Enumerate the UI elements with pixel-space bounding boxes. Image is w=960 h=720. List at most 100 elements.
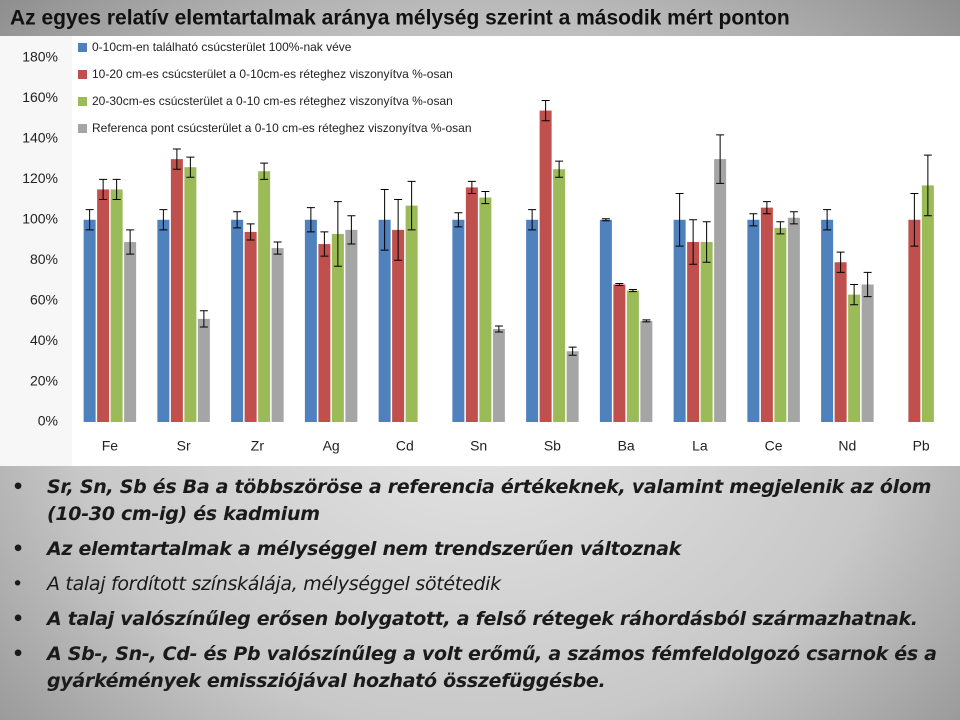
x-tick-label: Nd — [838, 438, 856, 454]
legend-swatch — [78, 97, 87, 106]
error-bar — [601, 218, 610, 222]
y-tick-label: 0% — [38, 413, 58, 429]
error-bar — [481, 190, 490, 205]
bullet-item: A talaj fordított színskálája, mélységge… — [12, 571, 947, 598]
legend-label: 0-10cm-en található csúcsterület 100%-na… — [92, 40, 352, 54]
error-bar — [454, 212, 463, 228]
x-tick-label: Fe — [102, 438, 119, 454]
bar — [626, 290, 639, 422]
bar — [392, 229, 405, 422]
bar — [97, 189, 110, 422]
bar — [304, 219, 317, 422]
error-bar — [172, 148, 181, 170]
bar — [258, 171, 271, 422]
bar — [539, 110, 552, 423]
y-tick-label: 160% — [22, 89, 58, 105]
error-bar — [762, 201, 771, 215]
bullet-list: Sr, Sn, Sb és Ba a többszöröse a referen… — [12, 474, 947, 703]
error-bar — [823, 209, 832, 231]
y-tick-label: 60% — [30, 291, 58, 307]
y-tick-label: 140% — [22, 130, 58, 146]
bar — [714, 159, 727, 422]
bar — [244, 231, 257, 422]
error-bar — [320, 231, 329, 257]
legend-swatch — [78, 124, 87, 133]
error-bar — [910, 192, 919, 247]
bar — [861, 284, 874, 422]
x-tick-label: Ag — [323, 438, 340, 454]
error-bar — [99, 178, 108, 201]
error-bar — [233, 211, 242, 229]
error-bar — [85, 209, 94, 231]
y-tick-label: 180% — [22, 49, 58, 65]
bar — [184, 167, 197, 422]
bar — [124, 242, 137, 422]
bar — [599, 219, 612, 422]
legend-label: Referenca pont csúcsterület a 0-10 cm-es… — [92, 121, 472, 135]
x-tick-label: Cd — [396, 438, 414, 454]
error-bar — [246, 223, 255, 241]
bar — [774, 227, 787, 422]
error-bar — [306, 207, 315, 233]
bar — [553, 169, 566, 422]
error-bar — [199, 310, 208, 328]
bar — [834, 262, 847, 422]
legend-label: 10-20 cm-es csúcsterület a 0-10cm-es rét… — [92, 67, 453, 81]
bar — [848, 294, 861, 422]
error-bar — [555, 160, 564, 178]
x-tick-label: Ba — [618, 438, 635, 454]
bar — [405, 205, 418, 422]
error-bar — [394, 199, 403, 261]
bar — [378, 219, 391, 422]
y-tick-label: 80% — [30, 251, 58, 267]
bar — [157, 219, 170, 422]
bar — [197, 318, 210, 422]
bar — [613, 284, 626, 422]
error-bar — [494, 325, 503, 333]
x-tick-label: Ce — [765, 438, 783, 454]
error-bar — [347, 215, 356, 245]
legend-box — [74, 38, 540, 142]
legend-swatch — [78, 70, 87, 79]
bar — [271, 248, 284, 422]
y-tick-label: 120% — [22, 170, 58, 186]
error-bar — [568, 346, 577, 356]
error-bar — [273, 241, 282, 255]
error-bar — [126, 229, 135, 255]
error-bar — [923, 154, 932, 217]
x-tick-label: Pb — [913, 438, 930, 454]
error-bar — [716, 134, 725, 184]
bar — [452, 219, 465, 422]
y-tick-label: 40% — [30, 332, 58, 348]
error-bar — [528, 209, 537, 231]
error-bar — [467, 180, 476, 194]
error-bar — [541, 99, 550, 122]
error-bar — [789, 211, 798, 225]
bar — [908, 219, 921, 422]
error-bar — [260, 162, 269, 180]
error-bar — [836, 251, 845, 273]
error-bar — [112, 178, 121, 201]
bullet-item: A Sb-, Sn-, Cd- és Pb valószínűleg a vol… — [12, 641, 947, 695]
chart: Az egyes relatív elemtartalmak aránya mé… — [10, 6, 934, 454]
y-tick-label: 20% — [30, 372, 58, 388]
bar — [231, 219, 244, 422]
bullet-item: Az elemtartalmak a mélységgel nem trends… — [12, 536, 947, 563]
bar — [921, 185, 934, 422]
bar — [566, 351, 579, 422]
bar — [331, 233, 344, 422]
x-tick-label: La — [692, 438, 708, 454]
bar — [760, 207, 773, 422]
legend-label: 20-30cm-es csúcsterület a 0-10 cm-es rét… — [92, 94, 453, 108]
error-bar — [689, 219, 698, 265]
bar — [700, 242, 713, 422]
error-bar — [380, 188, 389, 251]
error-bar — [159, 209, 168, 231]
error-bar — [675, 192, 684, 247]
y-tick-label: 100% — [22, 210, 58, 226]
bar — [465, 187, 478, 422]
bar — [640, 320, 653, 422]
x-tick-label: Sn — [470, 438, 487, 454]
x-tick-label: Zr — [251, 438, 265, 454]
